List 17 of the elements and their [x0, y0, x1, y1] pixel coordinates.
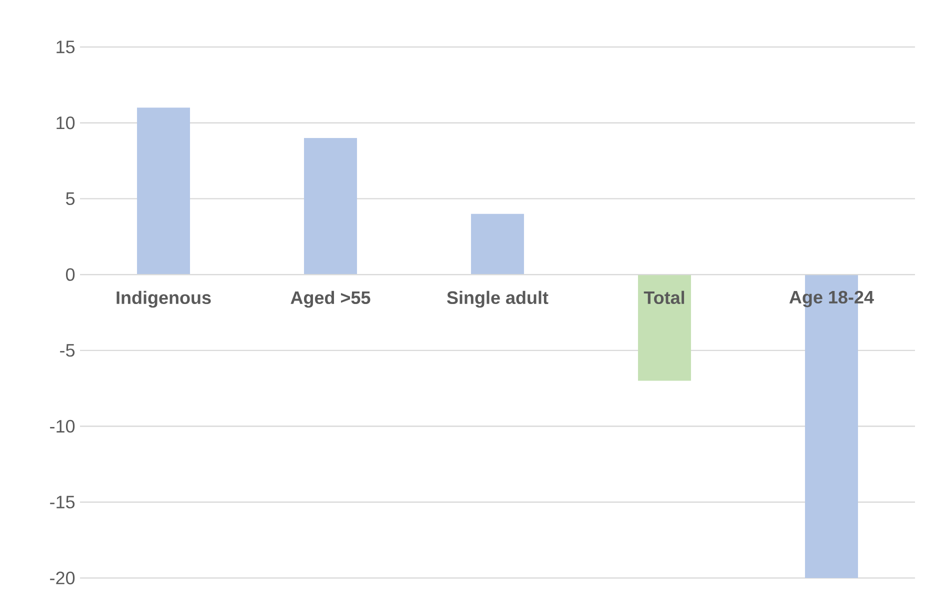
x-tick-label: Age 18-24	[789, 290, 874, 308]
y-tick-label: 5	[66, 192, 75, 205]
x-tick-label: Total	[644, 290, 684, 304]
y-tick-label: -20	[50, 572, 75, 584]
bar	[638, 274, 691, 381]
x-tick-label: Indigenous	[116, 290, 211, 308]
y-tick-label: 10	[56, 116, 75, 130]
y-tick-label: 15	[56, 40, 75, 54]
y-tick-label: -10	[50, 420, 75, 433]
y-tick-label: -5	[60, 344, 75, 357]
y-tick-label: 0	[66, 268, 75, 281]
x-tick-label: Single adult	[447, 290, 548, 308]
x-tick-label: Aged >55	[290, 290, 370, 308]
y-tick-label: -15	[50, 496, 75, 508]
bar	[304, 138, 358, 275]
bar	[137, 108, 190, 275]
bar	[471, 214, 524, 275]
